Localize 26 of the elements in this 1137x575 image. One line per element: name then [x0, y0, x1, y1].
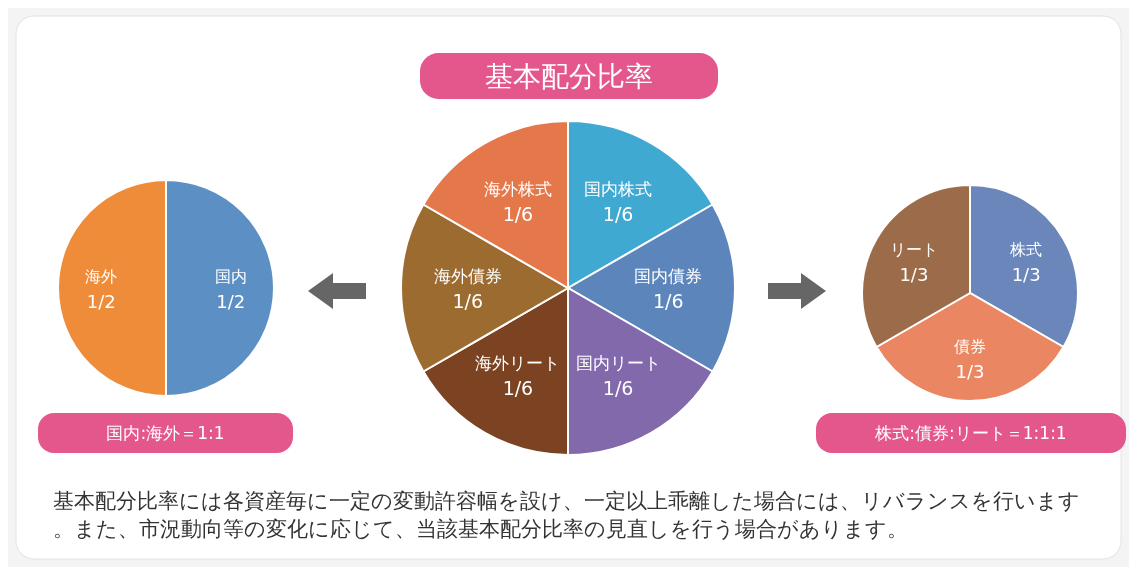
slice-label: 海外リート [475, 352, 561, 373]
data-label: 1/3 [1011, 263, 1041, 285]
slice-label: 海外株式 [483, 179, 552, 200]
data-label: 1/6 [652, 290, 684, 312]
slice-label: 海外債券 [433, 266, 502, 286]
data-label: 1/3 [899, 263, 929, 285]
data-label: 1/2 [216, 291, 246, 312]
chart-title: 基本配分比率 [485, 59, 653, 93]
slice-label: リート [889, 239, 938, 259]
text: 基本配分比率には各資産毎に一定の変動許容幅を設け、一定以上乖離した場合には、リバランスを行います。また、市況動向等の変化に応じて、当該基本配分比率の見直しを行う場合があります。 [53, 489, 1080, 541]
slice-label: 国内 [214, 267, 247, 286]
data-label: 1/6 [502, 203, 534, 226]
slice-label: 国内リート [575, 352, 661, 373]
data-label: 1/2 [86, 291, 116, 312]
data-label: 1/6 [602, 203, 634, 226]
data-label: 1/6 [502, 376, 534, 399]
data-label: 1/6 [452, 290, 484, 312]
slice-label: 海外 [85, 267, 118, 286]
slice-label: 国内債券 [634, 266, 703, 286]
text: 国内:海外＝1:1 [106, 422, 225, 443]
data-label: 1/3 [955, 360, 985, 382]
data-label: 1/6 [602, 376, 634, 399]
slice-label: 債券 [954, 336, 986, 356]
text: 株式:債券:リート＝1:1:1 [874, 422, 1067, 443]
slice-label: 国内株式 [584, 179, 653, 200]
slice-label: 株式 [1009, 239, 1043, 259]
